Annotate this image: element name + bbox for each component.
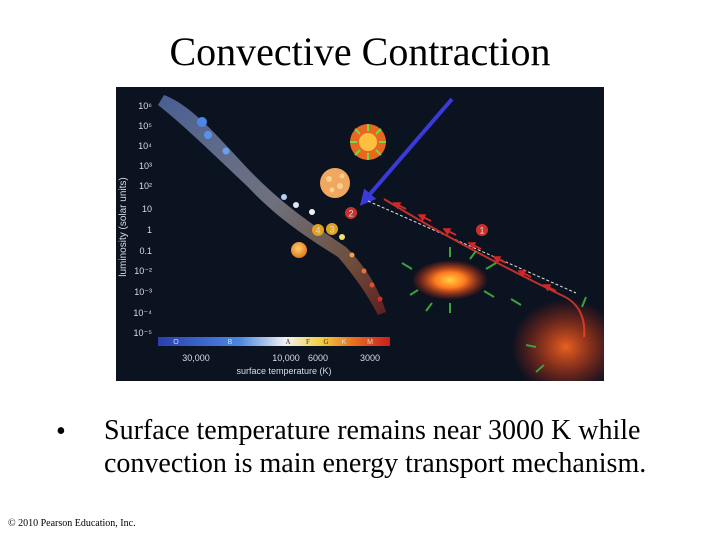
y-tick: 10⁶ xyxy=(138,101,152,111)
copyright-notice: © 2010 Pearson Education, Inc. xyxy=(8,518,136,529)
star-dot xyxy=(377,296,383,302)
contracting-cloud xyxy=(412,260,488,300)
slide-title: Convective Contraction xyxy=(169,29,551,74)
spectral-class: M xyxy=(367,339,373,346)
spectral-class: K xyxy=(342,339,347,346)
x-tick: 10,000 xyxy=(272,353,300,363)
star-dot xyxy=(349,252,355,258)
hr-diagram: luminosity (solar units) 10⁶ 10⁵ 10⁴ 10³… xyxy=(116,87,604,381)
stage-marker-2: 2 xyxy=(345,207,357,219)
stage-marker-4: 4 xyxy=(312,224,324,236)
svg-text:4: 4 xyxy=(315,226,320,236)
y-tick: 10⁻⁴ xyxy=(133,308,152,318)
y-tick: 0.1 xyxy=(139,246,152,256)
bullet-marker: • xyxy=(56,416,66,447)
dashed-line xyxy=(367,200,577,294)
star-dot xyxy=(281,194,287,200)
y-tick: 10 xyxy=(142,204,152,214)
y-tick: 10² xyxy=(139,181,152,191)
diffuse-cloud-arrows xyxy=(510,296,587,373)
svg-text:3: 3 xyxy=(329,225,334,235)
sun-star xyxy=(291,242,307,258)
spectral-class: B xyxy=(228,339,233,346)
protostar-ball-large xyxy=(350,124,386,160)
x-tick-labels: 30,000 10,000 6000 3000 xyxy=(182,353,380,363)
y-tick: 10⁵ xyxy=(138,121,152,131)
star-dot xyxy=(197,117,207,127)
spectral-class-labels: O B A F G K M xyxy=(173,338,373,346)
x-tick: 30,000 xyxy=(182,353,210,363)
stage-marker-3: 3 xyxy=(326,223,338,235)
main-sequence-band xyxy=(158,95,386,315)
star-dot xyxy=(204,131,212,139)
y-tick: 10⁻³ xyxy=(134,287,152,297)
star-dot xyxy=(361,268,367,274)
spectral-class: G xyxy=(323,338,328,346)
spectral-class: A xyxy=(285,338,290,346)
y-tick: 10⁻² xyxy=(134,266,152,276)
star-dot xyxy=(339,234,345,240)
hr-diagram-figure: luminosity (solar units) 10⁶ 10⁵ 10⁴ 10³… xyxy=(116,87,604,381)
y-tick: 10⁻⁵ xyxy=(134,328,153,338)
x-tick: 6000 xyxy=(308,353,328,363)
convective-star-ball xyxy=(320,168,350,198)
stage-marker-1: 1 xyxy=(476,224,488,236)
svg-text:2: 2 xyxy=(348,209,353,219)
spectral-class: F xyxy=(306,338,310,346)
bullet-text: Surface temperature remains near 3000 K … xyxy=(104,415,647,479)
main-sequence-stars xyxy=(197,117,383,302)
x-axis-label: surface temperature (K) xyxy=(236,366,331,376)
diffuse-cloud xyxy=(511,299,604,381)
spectral-class-bar xyxy=(158,337,390,346)
star-dot xyxy=(309,209,315,215)
spectral-class: O xyxy=(173,339,179,346)
star-dot xyxy=(222,147,230,155)
star-dot xyxy=(369,282,375,288)
blue-arrow xyxy=(359,97,454,206)
y-tick-labels: 10⁶ 10⁵ 10⁴ 10³ 10² 10 1 0.1 10⁻² 10⁻³ 1… xyxy=(133,101,152,338)
y-tick: 10⁴ xyxy=(138,141,152,151)
y-tick: 10³ xyxy=(139,161,152,171)
x-tick: 3000 xyxy=(360,353,380,363)
svg-text:1: 1 xyxy=(479,226,484,236)
star-dot xyxy=(293,202,299,208)
cloud-contraction-arrows xyxy=(401,247,497,313)
track-arrows xyxy=(392,202,557,292)
y-axis-label: luminosity (solar units) xyxy=(118,177,129,276)
y-tick: 1 xyxy=(147,225,152,235)
